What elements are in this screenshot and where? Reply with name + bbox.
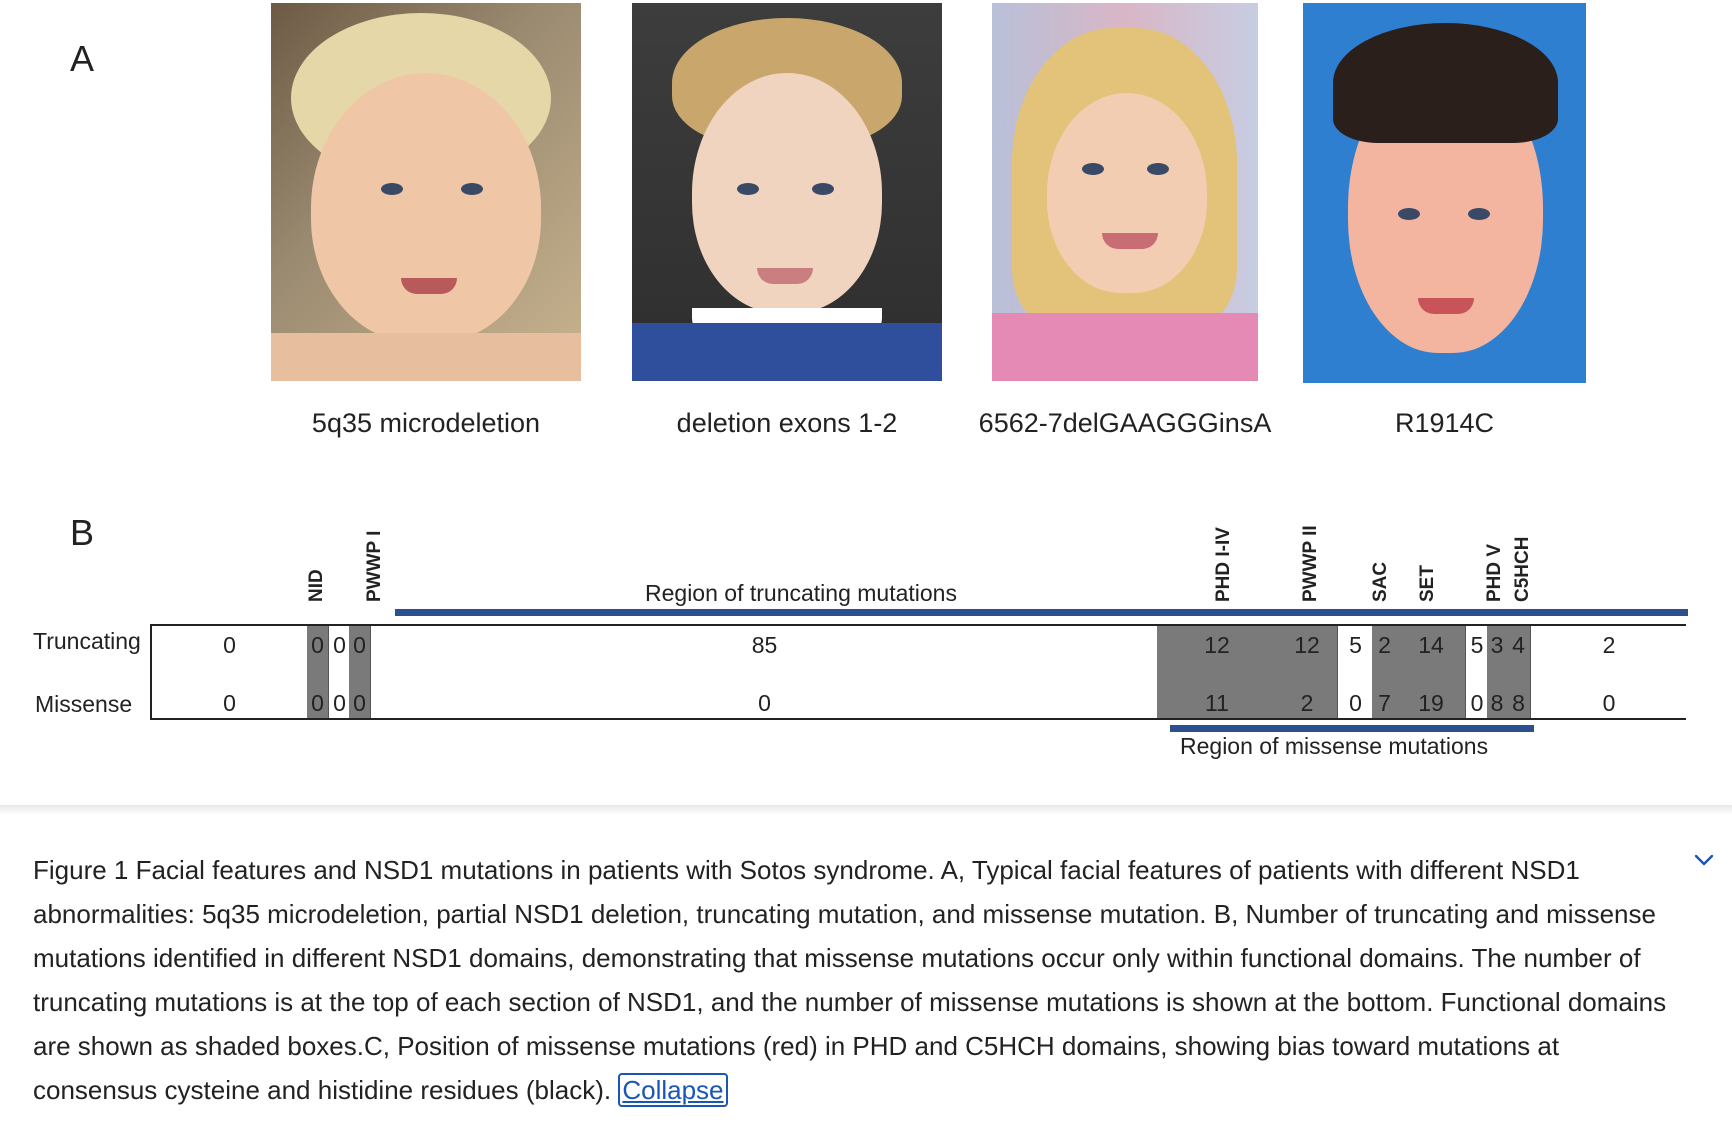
- panel-a-letter: A: [70, 38, 95, 79]
- region-missense-bar: [1170, 725, 1534, 732]
- panel-b-letter: B: [70, 512, 95, 553]
- chevron-up-icon[interactable]: [1693, 848, 1715, 870]
- patient-photo-2: [632, 3, 942, 381]
- nsd1-domain-track: 0 0 0 0 0 0 0 0 85 0 12 11 12 2 5 0 2 7 14 19 5 0 3 8 4 8 2 0: [150, 624, 1687, 720]
- missense-count: 0: [1602, 690, 1616, 716]
- domain-cell: 14 19: [1397, 626, 1465, 718]
- region-missense-label: Region of missense mutations: [1180, 733, 1489, 759]
- domain-cell: 12 2: [1277, 626, 1337, 718]
- missense-count: 7: [1378, 690, 1391, 716]
- missense-count: 0: [758, 690, 771, 716]
- domain-label-c5hch: C5HCH: [1512, 536, 1533, 602]
- missense-count: 19: [1418, 690, 1444, 716]
- truncating-count: 0: [223, 632, 236, 658]
- truncating-count: 2: [1378, 632, 1391, 658]
- missense-count: 11: [1205, 690, 1229, 716]
- figure-caption-text: Figure 1 Facial features and NSD1 mutati…: [33, 855, 1667, 1105]
- domain-cell: 85 0: [370, 626, 1158, 718]
- missense-count: 0: [353, 690, 366, 716]
- region-truncating-bar: [395, 609, 1688, 616]
- missense-count: 8: [1490, 690, 1504, 716]
- row-label-truncating: Truncating: [33, 628, 141, 654]
- row-label-missense: Missense: [35, 691, 133, 717]
- truncating-count: 3: [1490, 632, 1504, 658]
- patient-photo-3: [992, 3, 1258, 381]
- truncating-count: 0: [333, 632, 346, 658]
- photo-caption-3: 6562-7delGAAGGGinsA: [978, 408, 1272, 438]
- missense-count: 8: [1512, 690, 1525, 716]
- truncating-count: 14: [1418, 632, 1444, 658]
- figure-image: A 5q35 microdeletion deletion exons 1-2 …: [33, 3, 1688, 759]
- truncating-count: 2: [1602, 632, 1616, 658]
- truncating-count: 4: [1512, 632, 1525, 658]
- region-truncating-label: Region of truncating mutations: [645, 580, 957, 606]
- missense-count: 0: [333, 690, 346, 716]
- truncating-count: 85: [751, 632, 778, 658]
- domain-label-pwwp2: PWWP II: [1300, 525, 1321, 602]
- truncating-count: 0: [353, 632, 366, 658]
- missense-count: 2: [1300, 690, 1314, 716]
- patient-photo-1: [271, 3, 581, 381]
- truncating-count: 0: [311, 632, 324, 658]
- domain-label-set: SET: [1417, 565, 1438, 602]
- truncating-count: 5: [1349, 632, 1362, 658]
- missense-count: 0: [311, 690, 324, 716]
- missense-count: 0: [223, 690, 236, 716]
- collapse-link[interactable]: Collapse: [618, 1073, 728, 1107]
- domain-label-phd1-4: PHD I-IV: [1213, 527, 1234, 602]
- photo-caption-4: R1914C: [1394, 408, 1495, 438]
- missense-count: 0: [1349, 690, 1362, 716]
- patient-photo-4: [1303, 3, 1586, 383]
- domain-label-phd5: PHD V: [1484, 543, 1505, 602]
- truncating-count: 12: [1294, 632, 1320, 658]
- figure-caption: Figure 1 Facial features and NSD1 mutati…: [33, 848, 1673, 1112]
- truncating-count: 12: [1204, 632, 1230, 658]
- domain-label-pwwp1: PWWP I: [364, 530, 385, 602]
- missense-count: 0: [1470, 690, 1484, 716]
- domain-label-sac: SAC: [1370, 561, 1391, 602]
- domain-label-nid: NID: [306, 569, 327, 602]
- photo-caption-1: 5q35 microdeletion: [311, 408, 541, 438]
- photo-caption-2: deletion exons 1-2: [676, 408, 898, 438]
- caption-divider: [0, 805, 1732, 815]
- truncating-count: 5: [1470, 632, 1484, 658]
- domain-cell: 12 11: [1157, 626, 1277, 718]
